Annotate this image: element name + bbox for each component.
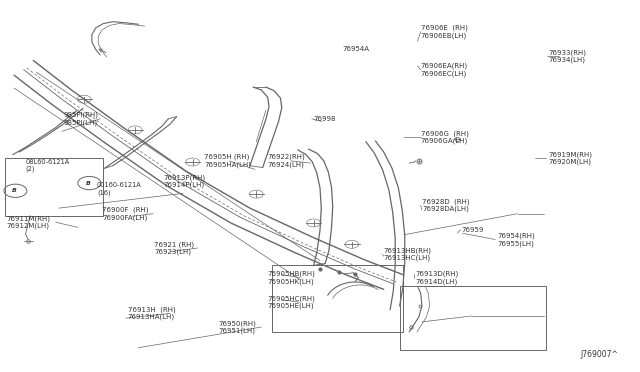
Text: 76921 (RH)
76923(LH): 76921 (RH) 76923(LH) xyxy=(154,241,195,255)
Text: 76906E  (RH)
76906EB(LH): 76906E (RH) 76906EB(LH) xyxy=(420,25,468,39)
Text: 76950(RH)
76951(LH): 76950(RH) 76951(LH) xyxy=(218,320,256,334)
Text: 76959: 76959 xyxy=(461,227,484,232)
Text: 985PI(RH)
985PI(LH): 985PI(RH) 985PI(LH) xyxy=(64,112,99,126)
Text: 00160-6121A
(16): 00160-6121A (16) xyxy=(97,182,141,196)
Text: 76905HB(RH)
76905HK(LH): 76905HB(RH) 76905HK(LH) xyxy=(268,270,316,285)
Text: 76919M(RH)
76920M(LH): 76919M(RH) 76920M(LH) xyxy=(548,151,592,165)
Text: 76905H (RH)
76905HA(LH): 76905H (RH) 76905HA(LH) xyxy=(204,154,251,168)
Text: B: B xyxy=(12,188,17,193)
Text: 76900F  (RH)
76900FA(LH): 76900F (RH) 76900FA(LH) xyxy=(102,207,148,221)
Text: 76906EA(RH)
76906EC(LH): 76906EA(RH) 76906EC(LH) xyxy=(420,63,468,77)
Text: 76998: 76998 xyxy=(314,116,336,122)
Text: 76906G  (RH)
76906GA(LH): 76906G (RH) 76906GA(LH) xyxy=(420,130,468,144)
Text: 76913P(RH)
76914P(LH): 76913P(RH) 76914P(LH) xyxy=(164,174,206,188)
Text: 76922(RH)
76924(LH): 76922(RH) 76924(LH) xyxy=(268,154,305,168)
Text: 76905HC(RH)
76905HE(LH): 76905HC(RH) 76905HE(LH) xyxy=(268,295,316,309)
Text: 76954A: 76954A xyxy=(342,46,369,52)
Text: 76954(RH)
76955(LH): 76954(RH) 76955(LH) xyxy=(497,232,535,247)
Text: 76928D  (RH)
76928DA(LH): 76928D (RH) 76928DA(LH) xyxy=(422,198,470,212)
Text: 76913HB(RH)
76913HC(LH): 76913HB(RH) 76913HC(LH) xyxy=(384,247,432,261)
Text: 76933(RH)
76934(LH): 76933(RH) 76934(LH) xyxy=(548,49,586,63)
Text: 76913D(RH)
76914D(LH): 76913D(RH) 76914D(LH) xyxy=(415,270,459,285)
Text: 76911M(RH)
76912M(LH): 76911M(RH) 76912M(LH) xyxy=(6,215,51,229)
Text: J769007^: J769007^ xyxy=(580,350,618,359)
Text: 08L60-6121A
(2): 08L60-6121A (2) xyxy=(26,159,70,173)
Text: 76913H  (RH)
76913HA(LH): 76913H (RH) 76913HA(LH) xyxy=(127,307,175,320)
Text: B: B xyxy=(86,180,90,186)
